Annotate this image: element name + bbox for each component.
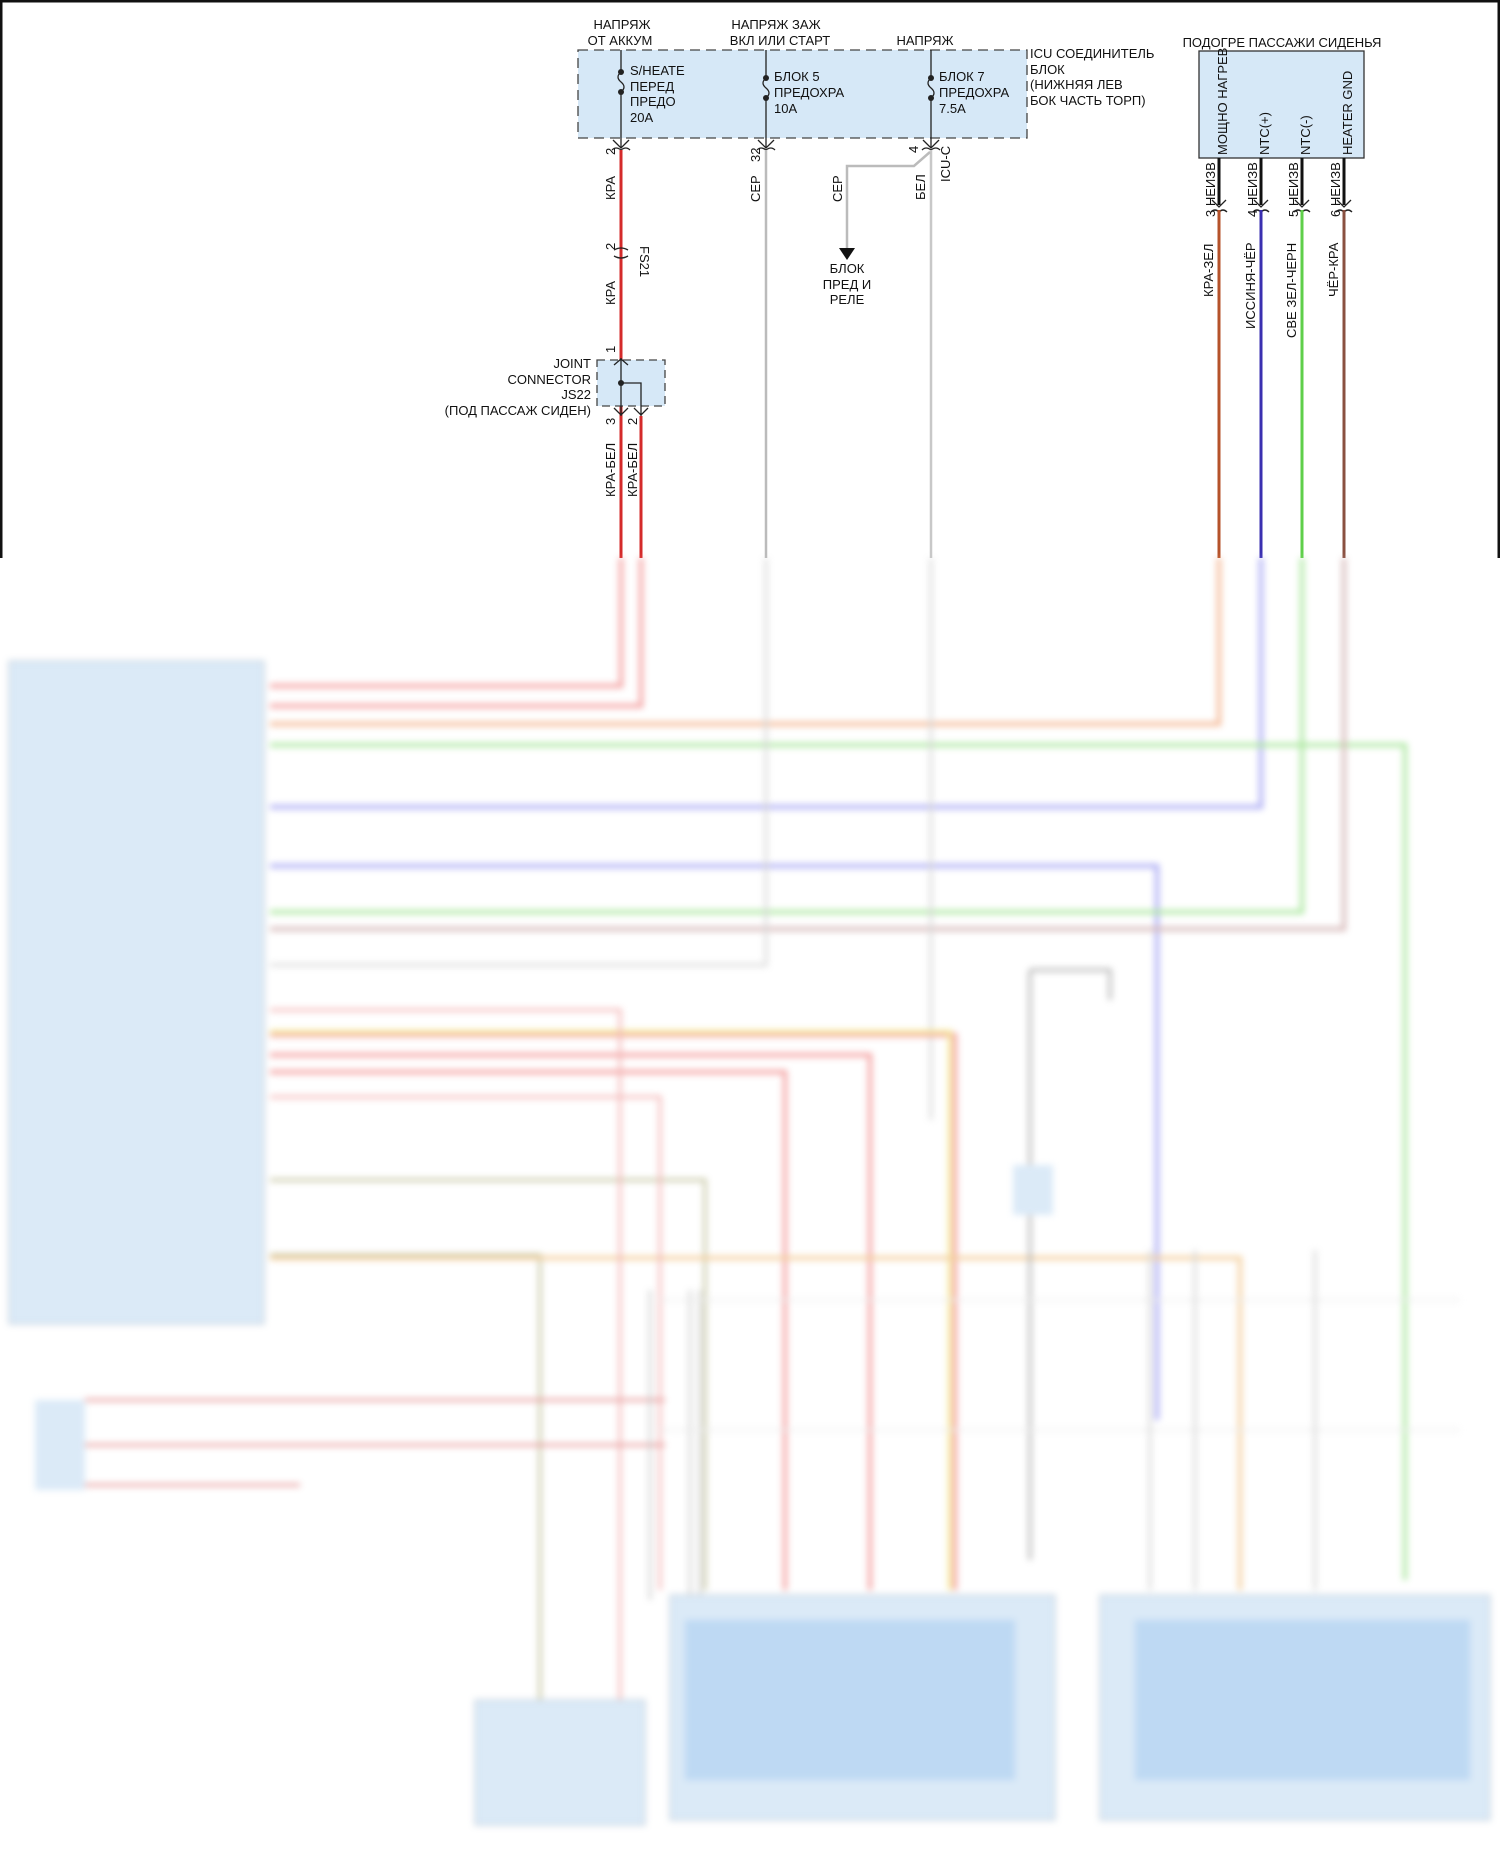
fuse-3-label: БЛОК 7 ПРЕДОХРА 7.5A xyxy=(939,69,1009,116)
svg-text:FS21: FS21 xyxy=(637,246,652,277)
fuse-1-label: S/HEATE ПЕРЕД ПРЕДО 20A xyxy=(630,63,685,125)
seat-heater-connector xyxy=(1198,50,1365,159)
seat-heater-title: ПОДОГРЕ ПАССАЖИ СИДЕНЬЯ xyxy=(1183,35,1382,50)
svg-text:1: 1 xyxy=(603,346,618,353)
svg-text:JS22: JS22 xyxy=(561,387,591,402)
voltage-label: НАПРЯЖ xyxy=(896,33,953,48)
svg-text:ПРЕДОХРА: ПРЕДОХРА xyxy=(939,85,1009,100)
svg-text:ПРЕД И: ПРЕД И xyxy=(823,277,871,292)
seat-wire-label: ЧЁР-КРА xyxy=(1326,242,1341,297)
svg-text:JOINT: JOINT xyxy=(553,356,591,371)
joint-connector-label: JOINT CONNECTOR JS22 (ПОД ПАССАЖ СИДЕН) xyxy=(445,356,591,418)
svg-text:БОК ЧАСТЬ ТОРП): БОК ЧАСТЬ ТОРП) xyxy=(1030,93,1146,108)
svg-text:БЛОК: БЛОК xyxy=(1030,62,1065,77)
icu-junction-block xyxy=(577,49,1028,139)
seat-wire-label: СВЕ ЗЕЛ-ЧЕРН xyxy=(1284,243,1299,338)
svg-text:7.5A: 7.5A xyxy=(939,101,966,116)
svg-text:БЕЛ: БЕЛ xyxy=(913,174,928,200)
svg-text:БЛОК 7: БЛОК 7 xyxy=(939,69,985,84)
fs21-connector xyxy=(613,247,629,259)
svg-text:ICU-C: ICU-C xyxy=(938,146,953,182)
svg-text:(НИЖНЯЯ ЛЕВ: (НИЖНЯЯ ЛЕВ xyxy=(1030,77,1123,92)
svg-text:20A: 20A xyxy=(630,110,653,125)
svg-text:ICU СОЕДИНИТЕЛЬ: ICU СОЕДИНИТЕЛЬ xyxy=(1030,46,1154,61)
svg-text:КРА: КРА xyxy=(603,176,618,200)
svg-text:2: 2 xyxy=(603,148,618,155)
fuse-2-label: БЛОК 5 ПРЕДОХРА 10A xyxy=(774,69,844,116)
arrow-down-icon xyxy=(839,248,855,260)
frame-border xyxy=(0,0,1500,558)
svg-text:3: 3 xyxy=(603,418,618,425)
svg-text:ПЕРЕД: ПЕРЕД xyxy=(630,79,674,94)
svg-text:10A: 10A xyxy=(774,101,797,116)
ignition-label: НАПРЯЖ ЗАЖ xyxy=(731,17,820,32)
svg-text:(ПОД ПАССАЖ СИДЕН): (ПОД ПАССАЖ СИДЕН) xyxy=(445,403,591,418)
svg-text:КРА-БЕЛ: КРА-БЕЛ xyxy=(625,443,640,497)
svg-text:4: 4 xyxy=(906,146,921,153)
battery-label-2: ОТ АККУМ xyxy=(588,33,653,48)
svg-text:СЕР: СЕР xyxy=(830,175,845,202)
seat-pin-name: NTC(+) xyxy=(1257,112,1272,155)
icu-block-label: ICU СОЕДИНИТЕЛЬ БЛОК (НИЖНЯЯ ЛЕВ БОК ЧАС… xyxy=(1030,46,1154,108)
seat-pin-name: NTC(-) xyxy=(1298,115,1313,155)
svg-text:32: 32 xyxy=(748,148,763,162)
svg-text:РЕЛЕ: РЕЛЕ xyxy=(830,292,865,307)
blurred-lower-diagram xyxy=(8,558,1491,1826)
branch-destination: БЛОК ПРЕД И РЕЛЕ xyxy=(823,261,871,307)
seat-pin-number: 5 НЕИЗВ xyxy=(1286,162,1301,217)
seat-wire-label: КРА-ЗЕЛ xyxy=(1201,244,1216,297)
svg-text:БЛОК: БЛОК xyxy=(830,261,865,276)
svg-text:БЛОК 5: БЛОК 5 xyxy=(774,69,820,84)
svg-text:S/HEATE: S/HEATE xyxy=(630,63,685,78)
supply-labels: НАПРЯЖ ОТ АККУМ НАПРЯЖ ЗАЖ ВКЛ ИЛИ СТАРТ… xyxy=(588,17,954,48)
svg-text:ПРЕДО: ПРЕДО xyxy=(630,94,676,109)
seat-pin-number: 3 НЕИЗВ xyxy=(1203,162,1218,217)
seat-pin-name: МОЩНО НАГРЕВ xyxy=(1215,48,1230,155)
svg-text:КРА-БЕЛ: КРА-БЕЛ xyxy=(603,443,618,497)
seat-heater-pins: МОЩНО НАГРЕВ 3 НЕИЗВ КРА-ЗЕЛ NTC(+) 4 НЕИЗВ И… xyxy=(1201,48,1355,558)
battery-label: НАПРЯЖ xyxy=(593,17,650,32)
svg-text:2: 2 xyxy=(603,243,618,250)
seat-wire-label: ИССИНЯ-ЧЁР xyxy=(1243,242,1258,329)
seat-pin-number: 4 НЕИЗВ xyxy=(1245,162,1260,217)
wire-grey-branch xyxy=(845,151,931,248)
svg-text:CONNECTOR: CONNECTOR xyxy=(507,372,591,387)
svg-text:2: 2 xyxy=(625,418,640,425)
svg-text:СЕР: СЕР xyxy=(748,175,763,202)
svg-text:КРА: КРА xyxy=(603,281,618,305)
svg-text:ПРЕДОХРА: ПРЕДОХРА xyxy=(774,85,844,100)
ignition-label-2: ВКЛ ИЛИ СТАРТ xyxy=(730,33,830,48)
wire-labels: 2 32 4 ICU-C КРА СЕР СЕР БЕЛ 2 FS21 КРА … xyxy=(603,146,953,497)
seat-pin-name: HEATER GND xyxy=(1340,71,1355,155)
seat-pin-number: 6 НЕИЗВ xyxy=(1328,162,1343,217)
